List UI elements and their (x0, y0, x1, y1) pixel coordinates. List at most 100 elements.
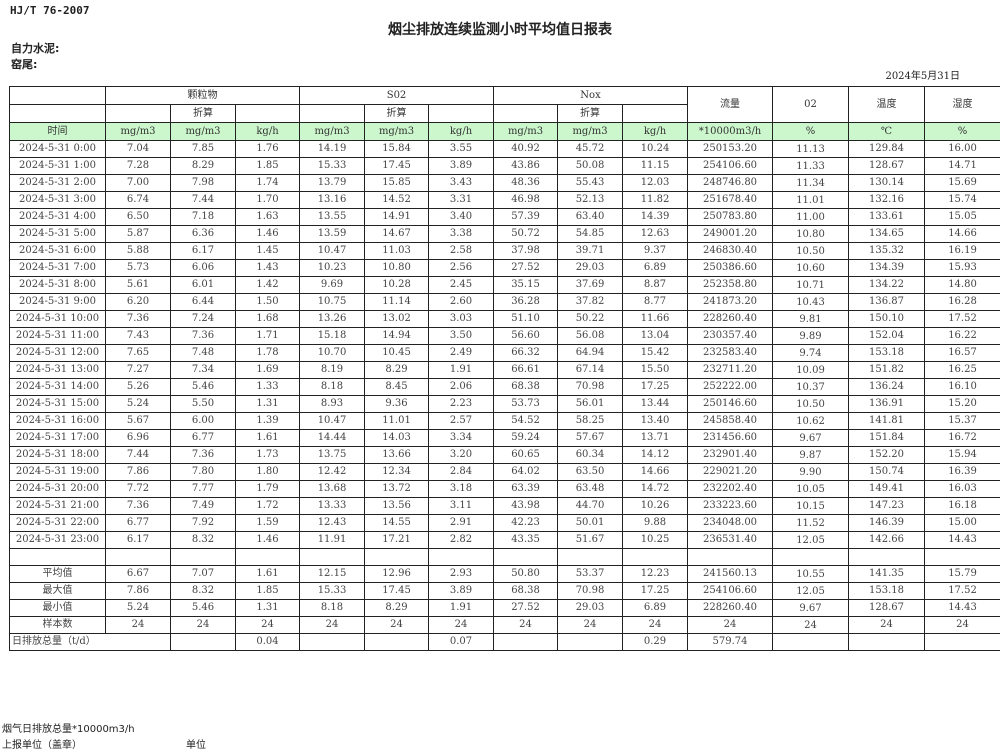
value-cell: 1.46 (234, 225, 301, 243)
value-cell: 24 (848, 616, 926, 634)
row-label-cell: 2024-5-31 1:00 (9, 157, 106, 175)
daily-total-row: 日排放总量（t/d） 0.04 0.07 0.29 579.74 (9, 633, 1000, 651)
value-cell: 152.20 (848, 446, 926, 464)
value-cell: 67.14 (557, 361, 624, 379)
row-label-cell: 2024-5-31 2:00 (9, 174, 106, 192)
value-cell: 17.25 (622, 582, 689, 600)
daily-total-cell (299, 633, 366, 651)
value-cell: 254106.60 (687, 157, 774, 175)
row-label-cell: 2024-5-31 8:00 (9, 276, 106, 294)
value-cell: 10.60 (772, 259, 850, 277)
value-cell: 8.29 (364, 599, 430, 617)
value-cell: 14.91 (364, 208, 430, 226)
value-cell: 250153.20 (687, 140, 774, 158)
value-cell: 5.24 (105, 395, 171, 413)
value-cell: 16.10 (924, 378, 1000, 396)
value-cell: 7.98 (170, 174, 236, 192)
value-cell: 5.88 (105, 242, 171, 260)
value-cell: 14.72 (622, 480, 689, 498)
header-converted: 折算 (557, 104, 624, 123)
value-cell: 2.91 (428, 514, 495, 532)
header-humidity: 湿度 (924, 86, 1000, 123)
value-cell: 29.03 (557, 599, 624, 617)
value-cell: 1.79 (234, 480, 301, 498)
row-label-cell: 2024-5-31 20:00 (9, 480, 106, 498)
value-cell: 10.43 (772, 293, 850, 311)
value-cell: 68.38 (493, 582, 559, 600)
value-cell: 245858.40 (687, 412, 774, 430)
table-row: 2024-5-31 2:00 7.00 7.98 1.74 13.79 15.85 3.43… (9, 174, 1000, 192)
value-cell: 7.24 (170, 310, 236, 328)
value-cell: 7.49 (170, 497, 236, 515)
value-cell: 7.04 (105, 140, 171, 158)
value-cell: 6.89 (622, 259, 689, 277)
value-cell: 53.73 (493, 395, 559, 413)
table-row: 2024-5-31 18:00 7.44 7.36 1.73 13.75 13.66 3.2… (9, 446, 1000, 464)
value-cell: 6.44 (170, 293, 236, 311)
row-label-cell: 2024-5-31 10:00 (9, 310, 106, 328)
value-cell: 14.39 (622, 208, 689, 226)
value-cell: 14.19 (299, 140, 366, 158)
unit-cell: *10000m3/h (687, 122, 774, 141)
value-cell: 2.49 (428, 344, 495, 362)
value-cell: 13.44 (622, 395, 689, 413)
value-cell: 15.42 (622, 344, 689, 362)
value-cell: 12.42 (299, 463, 366, 481)
value-cell: 24 (772, 616, 850, 634)
value-cell: 8.18 (299, 378, 366, 396)
value-cell: 1.74 (234, 174, 301, 192)
value-cell: 64.02 (493, 463, 559, 481)
value-cell: 24 (924, 616, 1000, 634)
value-cell: 10.23 (299, 259, 366, 277)
value-cell: 17.45 (364, 157, 430, 175)
value-cell: 10.62 (772, 412, 850, 430)
value-cell: 8.29 (364, 361, 430, 379)
value-cell: 6.06 (170, 259, 236, 277)
value-cell: 11.13 (772, 140, 850, 158)
value-cell: 228260.40 (687, 599, 774, 617)
value-cell: 8.32 (170, 582, 236, 600)
value-cell: 254106.60 (687, 582, 774, 600)
value-cell: 17.52 (924, 582, 1000, 600)
value-cell: 14.43 (924, 531, 1000, 549)
header-cell-empty (234, 104, 301, 123)
value-cell: 6.20 (105, 293, 171, 311)
value-cell: 5.46 (170, 378, 236, 396)
value-cell: 14.44 (299, 429, 366, 447)
value-cell: 7.44 (170, 191, 236, 209)
value-cell: 37.69 (557, 276, 624, 294)
row-label-cell: 2024-5-31 4:00 (9, 208, 106, 226)
row-label-cell: 2024-5-31 15:00 (9, 395, 106, 413)
value-cell: 7.34 (170, 361, 236, 379)
value-cell: 6.77 (105, 514, 171, 532)
value-cell: 1.45 (234, 242, 301, 260)
row-label-cell: 最大值 (9, 582, 106, 600)
value-cell: 231456.60 (687, 429, 774, 447)
value-cell: 232583.40 (687, 344, 774, 362)
row-label-cell: 2024-5-31 19:00 (9, 463, 106, 481)
value-cell: 10.55 (772, 565, 850, 583)
value-cell: 152.04 (848, 327, 926, 345)
value-cell: 37.82 (557, 293, 624, 311)
report-table: 颗粒物 S02 Nox 流量 02 温度 湿度 折算 折算 折算 时间 mg/m3… (9, 86, 1000, 651)
value-cell (493, 548, 559, 566)
value-cell: 134.65 (848, 225, 926, 243)
value-cell: 250146.60 (687, 395, 774, 413)
value-cell: 3.34 (428, 429, 495, 447)
value-cell: 15.18 (299, 327, 366, 345)
row-label-cell: 平均值 (9, 565, 106, 583)
value-cell: 11.00 (772, 208, 850, 226)
daily-total-cell: 579.74 (687, 633, 774, 651)
value-cell: 141.81 (848, 412, 926, 430)
value-cell: 6.36 (170, 225, 236, 243)
value-cell: 146.39 (848, 514, 926, 532)
value-cell: 230357.40 (687, 327, 774, 345)
table-row: 2024-5-31 14:00 5.26 5.46 1.33 8.18 8.45 2.06 6… (9, 378, 1000, 396)
daily-total-cell (772, 633, 850, 651)
value-cell: 150.10 (848, 310, 926, 328)
value-cell (687, 548, 774, 566)
value-cell: 12.96 (364, 565, 430, 583)
unit-cell: mg/m3 (170, 122, 236, 141)
value-cell: 24 (234, 616, 301, 634)
daily-total-cell (557, 633, 624, 651)
